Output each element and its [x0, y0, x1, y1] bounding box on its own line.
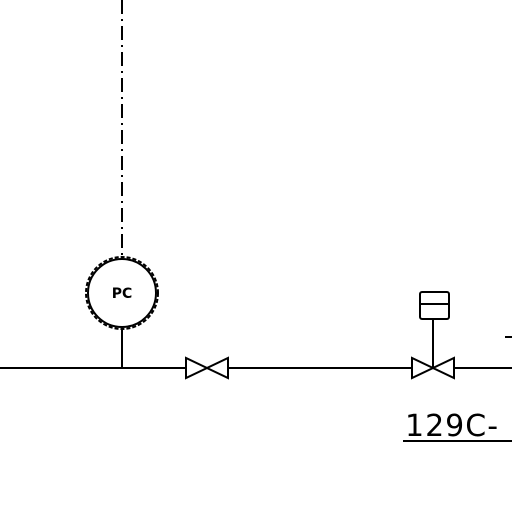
- control-valve-right-triangle: [430, 356, 455, 380]
- control-valve-actuator: [419, 291, 450, 320]
- pressure-controller-bubble: PC: [85, 256, 159, 330]
- gate-valve: [185, 356, 229, 380]
- control-valve-left-triangle: [411, 356, 436, 380]
- gate-valve-left-triangle: [185, 356, 210, 380]
- line-number-label: 129C-: [405, 409, 499, 444]
- line-number-tag: 129C-: [403, 409, 512, 444]
- bubble-inner: [87, 258, 157, 328]
- control-valve: [411, 291, 455, 380]
- instrument-tag-label: PC: [112, 286, 133, 302]
- gate-valve-right-triangle: [204, 356, 229, 380]
